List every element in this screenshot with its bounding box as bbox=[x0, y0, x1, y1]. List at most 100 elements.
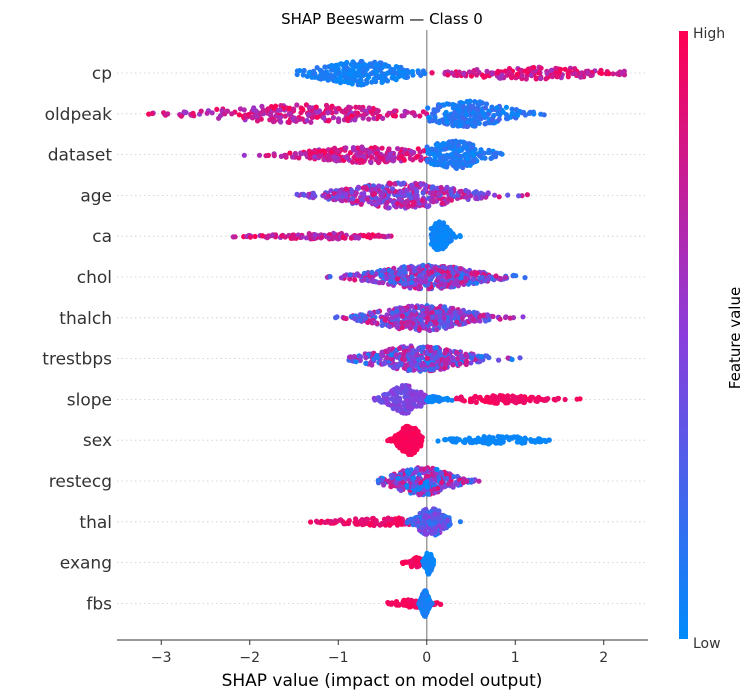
shap-point bbox=[269, 232, 275, 239]
shap-point bbox=[387, 68, 393, 74]
shap-point bbox=[469, 145, 475, 151]
shap-point bbox=[349, 189, 355, 195]
shap-point bbox=[471, 190, 477, 196]
shap-point bbox=[492, 151, 498, 157]
shap-point bbox=[289, 235, 296, 241]
feature-row-oldpeak bbox=[146, 98, 547, 129]
shap-point bbox=[405, 431, 411, 437]
shap-point bbox=[353, 359, 359, 365]
feature-row-thalch bbox=[333, 303, 526, 334]
shap-point bbox=[411, 447, 417, 453]
shap-point bbox=[378, 60, 384, 66]
shap-point bbox=[434, 466, 440, 473]
shap-point bbox=[369, 269, 375, 275]
shap-point bbox=[497, 316, 503, 322]
shap-point bbox=[391, 520, 397, 526]
shap-point bbox=[381, 482, 387, 488]
shap-point bbox=[450, 305, 456, 311]
shap-point bbox=[425, 551, 431, 558]
shap-point bbox=[463, 194, 470, 200]
shap-point bbox=[348, 235, 354, 241]
shap-point bbox=[419, 524, 425, 531]
shap-point bbox=[446, 273, 452, 279]
shap-point bbox=[397, 407, 403, 413]
shap-point bbox=[421, 270, 427, 276]
shap-point bbox=[461, 71, 467, 77]
shap-point bbox=[395, 146, 401, 152]
shap-point bbox=[476, 153, 483, 159]
shap-point bbox=[395, 475, 401, 481]
shap-point bbox=[345, 80, 351, 86]
shap-point bbox=[380, 115, 386, 121]
shap-point bbox=[336, 118, 342, 125]
shap-point bbox=[351, 353, 357, 360]
shap-point bbox=[443, 437, 449, 443]
shap-point bbox=[409, 68, 415, 75]
shap-point bbox=[461, 140, 468, 146]
shap-point bbox=[510, 393, 516, 399]
shap-point bbox=[312, 232, 318, 238]
feature-row-ca bbox=[230, 219, 463, 252]
shap-point bbox=[350, 159, 356, 165]
shap-point bbox=[306, 104, 312, 110]
shap-point bbox=[381, 233, 387, 240]
shap-point bbox=[578, 74, 584, 80]
shap-point bbox=[397, 395, 403, 401]
shap-point bbox=[418, 443, 424, 449]
shap-point bbox=[273, 113, 279, 119]
feature-row-sex bbox=[385, 423, 552, 457]
shap-point bbox=[497, 392, 503, 399]
shap-point bbox=[369, 311, 375, 317]
shap-point bbox=[356, 235, 362, 241]
shap-point bbox=[379, 322, 385, 328]
shap-point bbox=[459, 279, 465, 285]
shap-point bbox=[388, 279, 394, 285]
shap-point bbox=[442, 304, 448, 310]
shap-point bbox=[393, 313, 399, 319]
shap-point bbox=[522, 68, 528, 74]
shap-point bbox=[370, 232, 376, 238]
shap-point bbox=[256, 152, 263, 158]
shap-point bbox=[312, 154, 318, 160]
shap-point bbox=[433, 321, 440, 327]
shap-point bbox=[301, 192, 307, 198]
shap-point bbox=[326, 193, 332, 199]
shap-point bbox=[384, 355, 390, 361]
shap-point bbox=[420, 312, 426, 318]
shap-point bbox=[361, 65, 368, 71]
shap-point bbox=[407, 443, 413, 449]
shap-point bbox=[391, 397, 397, 404]
shap-point bbox=[515, 112, 521, 118]
shap-point bbox=[409, 274, 415, 280]
shap-point bbox=[397, 386, 404, 392]
shap-point bbox=[404, 482, 410, 489]
shap-point bbox=[379, 192, 385, 198]
shap-point bbox=[444, 101, 450, 107]
shap-point bbox=[344, 106, 350, 112]
shap-point bbox=[393, 352, 399, 358]
shap-point bbox=[277, 114, 284, 120]
shap-point bbox=[350, 147, 356, 153]
shap-point bbox=[439, 161, 446, 167]
shap-point bbox=[489, 71, 495, 77]
shap-point bbox=[483, 318, 489, 324]
shap-point bbox=[537, 436, 543, 442]
shap-point bbox=[318, 148, 324, 154]
shap-point bbox=[455, 143, 461, 149]
shap-point bbox=[438, 321, 444, 327]
shap-point bbox=[384, 112, 390, 118]
shap-point bbox=[354, 110, 361, 116]
shap-point bbox=[418, 72, 424, 78]
shap-point bbox=[523, 76, 529, 82]
shap-point bbox=[425, 491, 431, 497]
shap-point bbox=[459, 315, 465, 321]
shap-point bbox=[374, 110, 380, 116]
shap-point bbox=[478, 147, 484, 153]
shap-point bbox=[335, 62, 341, 68]
shap-point bbox=[414, 189, 420, 195]
shap-point bbox=[325, 77, 331, 83]
shap-point bbox=[407, 388, 413, 394]
shap-point bbox=[224, 108, 231, 114]
shap-point bbox=[460, 164, 466, 171]
shap-point bbox=[408, 354, 414, 360]
